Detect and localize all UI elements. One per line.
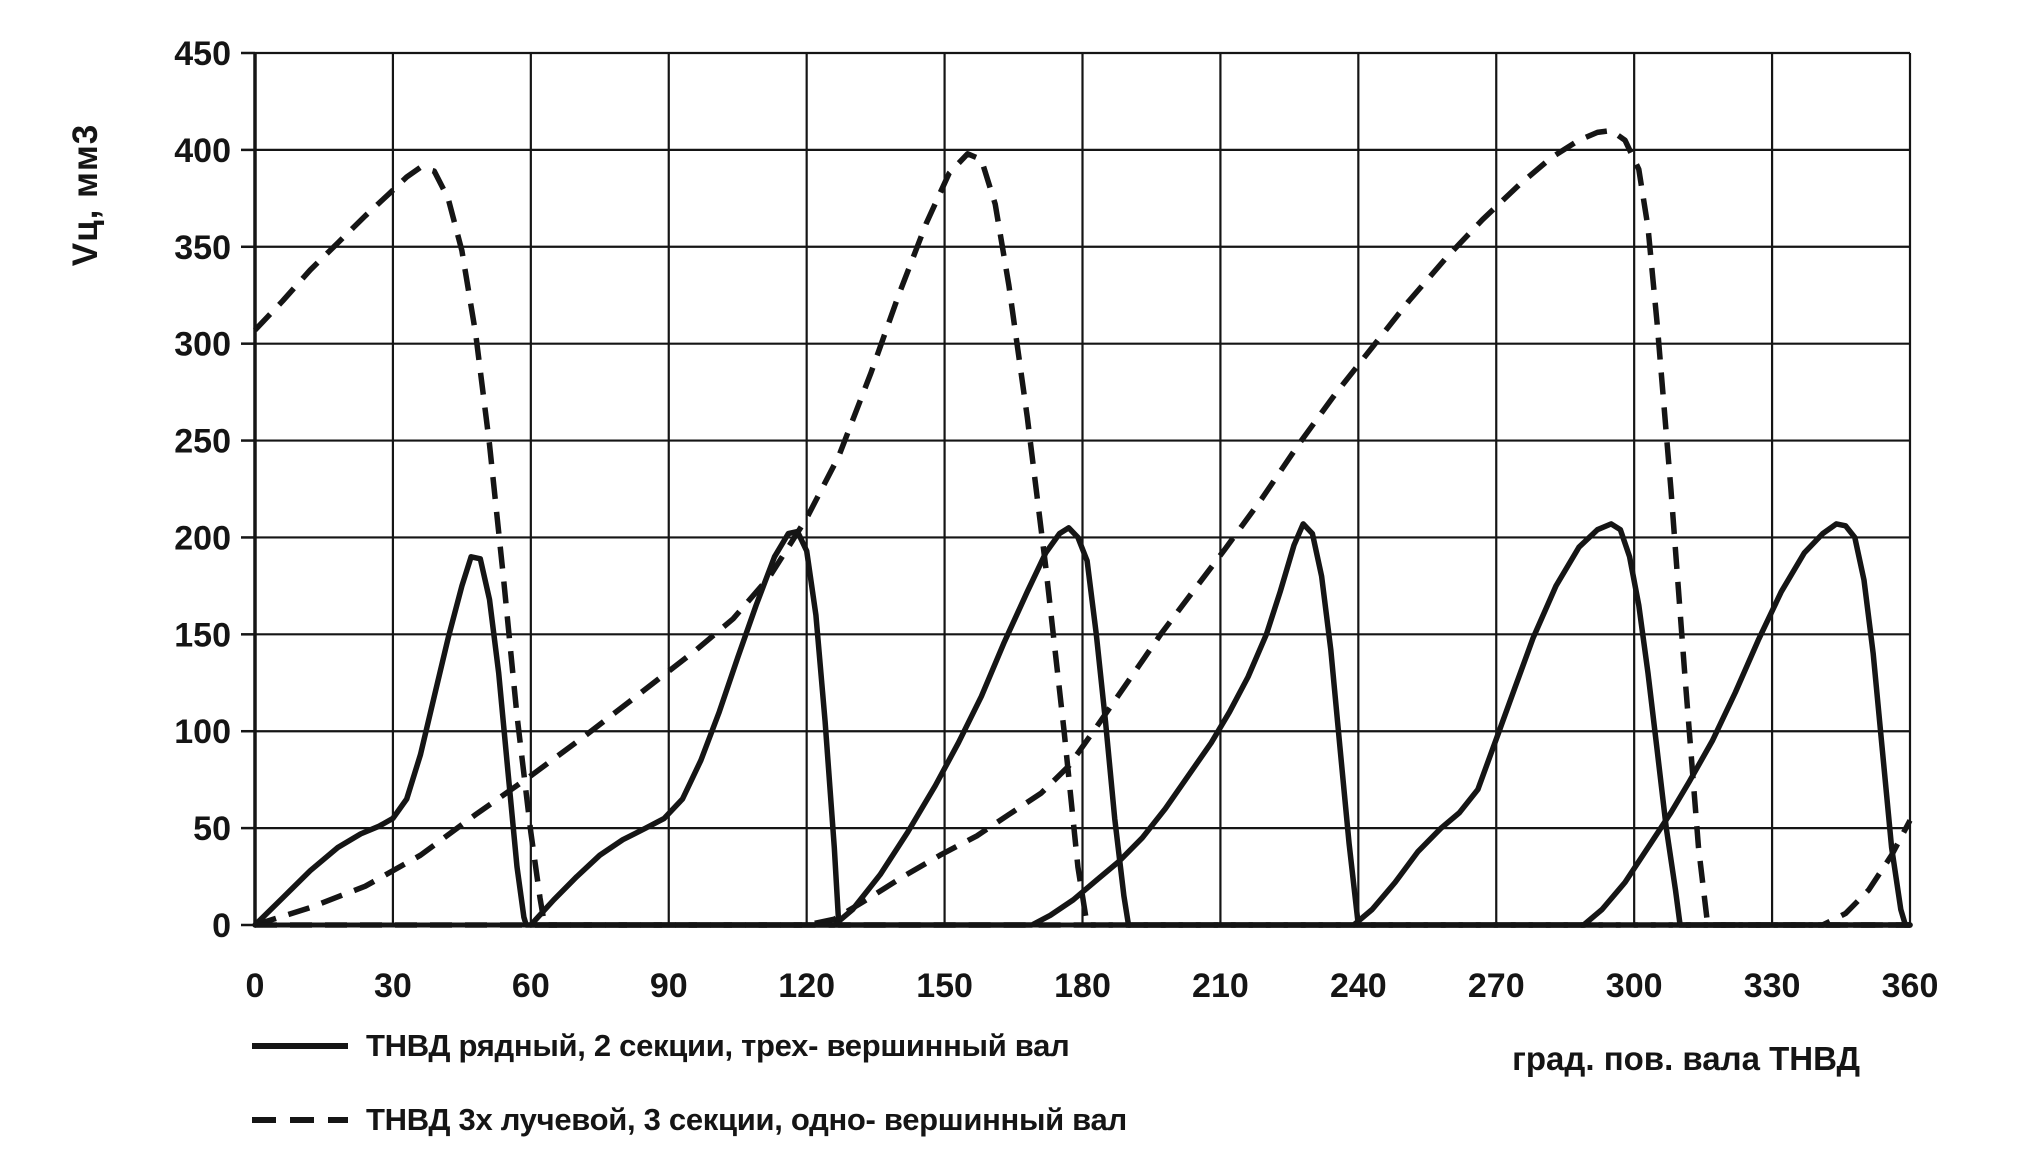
tick-labels: 0 30 60 90 120 150 180 210 240 270 300 330 360 0 50 100…: [174, 35, 1938, 1005]
legend-line-dashed-icon: [252, 1117, 348, 1123]
x-tick-label: 180: [1054, 967, 1111, 1005]
series-path-dashed: [255, 127, 1910, 928]
y-axis-title: Vц, мм3: [66, 123, 105, 267]
x-tick-label: 360: [1882, 967, 1939, 1005]
x-tick-label: 210: [1192, 967, 1249, 1005]
x-axis-title: град. пов. вала ТНВД: [1512, 1040, 1860, 1077]
x-tick-label: 60: [512, 967, 550, 1005]
y-tick-label: 0: [212, 907, 231, 945]
y-tick-label: 100: [174, 713, 231, 751]
series-path-solid: [528, 521, 1913, 928]
series-path-solid: [252, 521, 1913, 928]
series-solid: [252, 521, 1913, 928]
x-tick-label: 90: [650, 967, 688, 1005]
legend-label-solid: ТНВД рядный, 2 секции, трех- вершинный в…: [366, 1028, 1070, 1063]
series-path-dashed: [254, 151, 1910, 928]
legend-label-dashed: ТНВД 3х лучевой, 3 секции, одно- вершинн…: [366, 1102, 1127, 1137]
y-tick-label: 250: [174, 423, 231, 461]
x-tick-label: 330: [1744, 967, 1801, 1005]
y-tick-label: 50: [193, 810, 231, 848]
y-tick-label: 400: [174, 132, 231, 170]
x-tick-label: 240: [1330, 967, 1387, 1005]
x-tick-label: 120: [778, 967, 835, 1005]
y-tick-label: 150: [174, 616, 231, 654]
legend-item-dashed: ТНВД 3х лучевой, 3 секции, одно- вершинн…: [250, 1098, 1127, 1142]
y-tick-label: 200: [174, 519, 231, 557]
x-tick-label: 300: [1606, 967, 1663, 1005]
x-tick-label: 0: [246, 967, 265, 1005]
x-tick-label: 270: [1468, 967, 1525, 1005]
x-tick-label: 30: [374, 967, 412, 1005]
x-tick-label: 150: [916, 967, 973, 1005]
legend-line-solid-icon: [252, 1043, 348, 1049]
y-tick-label: 300: [174, 326, 231, 364]
y-tick-label: 350: [174, 229, 231, 267]
y-tick-label: 450: [174, 35, 231, 73]
legend-item-solid: ТНВД рядный, 2 секции, трех- вершинный в…: [250, 1024, 1070, 1068]
